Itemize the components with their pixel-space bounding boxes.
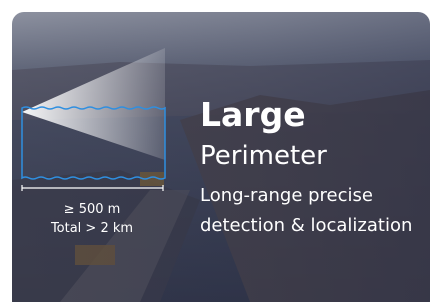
- description-line: detection & localization: [200, 215, 412, 236]
- feature-card: ≥ 500 m Total > 2 km Large Perimeter Lon…: [0, 0, 433, 302]
- card-title: Large: [200, 95, 306, 134]
- card-subtitle: Perimeter: [200, 141, 327, 171]
- page: ≥ 500 m Total > 2 km Large Perimeter Lon…: [0, 0, 433, 302]
- range-label: ≥ 500 m: [64, 202, 121, 217]
- description-line: Long-range precise: [200, 185, 373, 206]
- total-label: Total > 2 km: [50, 221, 133, 236]
